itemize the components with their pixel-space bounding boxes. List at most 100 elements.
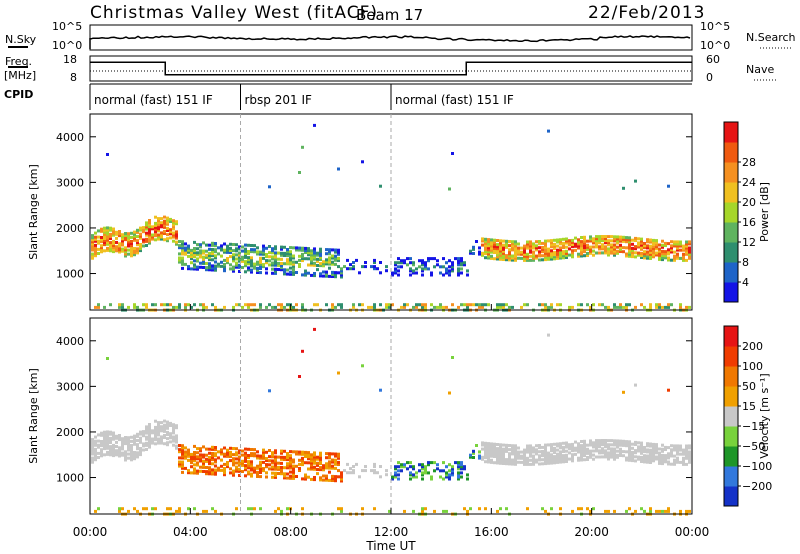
power-cell <box>169 217 172 221</box>
power-cell <box>550 243 553 247</box>
velocity-cell <box>331 466 334 470</box>
velocity-cell <box>613 441 616 445</box>
power-cell <box>397 257 400 261</box>
velocity-cell <box>286 458 289 462</box>
power-cell <box>337 252 340 256</box>
velocity-cell <box>409 465 412 469</box>
power-cell <box>325 248 328 252</box>
velocity-cell <box>610 449 613 453</box>
power-cell <box>439 271 442 275</box>
velocity-cell <box>94 439 97 443</box>
power-cell <box>616 241 619 245</box>
power-cell <box>244 303 247 307</box>
velocity-cell <box>670 450 673 454</box>
velocity-cell <box>496 459 499 463</box>
velocity-cell <box>574 440 577 444</box>
velocity-cell <box>331 464 334 468</box>
velocity-cell <box>313 327 316 331</box>
power-cell <box>136 228 139 232</box>
power-cell <box>478 305 481 309</box>
power-cell <box>394 269 397 273</box>
power-cell <box>379 271 382 275</box>
power-cell <box>205 243 208 247</box>
velocity-cell <box>484 452 487 455</box>
power-cell <box>91 248 94 252</box>
power-cell <box>145 225 148 229</box>
velocity-cell <box>199 447 202 451</box>
power-cell <box>307 249 310 253</box>
nsky-tick-bottom: 10^0 <box>52 39 82 52</box>
velocity-cell <box>124 452 127 456</box>
velocity-cell <box>571 457 574 461</box>
power-cell <box>202 249 205 253</box>
velocity-cell <box>136 453 139 457</box>
freq-frame <box>89 55 693 82</box>
velocity-cell <box>655 447 658 451</box>
power-cell <box>649 257 652 260</box>
power-cell <box>97 239 100 243</box>
freq-tick-top: 18 <box>63 53 77 66</box>
velocity-cell <box>178 507 181 511</box>
velocity-cell <box>181 450 184 454</box>
power-cell <box>607 253 610 257</box>
power-cell <box>322 262 325 266</box>
velocity-cell <box>430 477 433 481</box>
power-cell <box>106 232 109 236</box>
power-cell <box>313 123 316 127</box>
velocity-cell <box>118 446 121 450</box>
velocity-cell <box>250 474 253 478</box>
power-cell <box>268 259 271 263</box>
velocity-cell <box>565 453 568 457</box>
power-cell <box>373 261 376 264</box>
velocity-cell <box>478 507 481 511</box>
power-cell <box>484 243 487 247</box>
velocity-cell <box>115 449 118 453</box>
velocity-cell <box>112 443 115 447</box>
velocity-cell <box>628 458 631 462</box>
velocity-cell <box>259 475 262 479</box>
power-cell <box>193 255 196 259</box>
power-cell <box>136 239 139 243</box>
velocity-cell <box>115 453 118 457</box>
velocity-cell <box>109 453 112 457</box>
velocity-cell <box>607 451 610 455</box>
velocity-cell <box>499 507 502 511</box>
velocity-cell <box>328 466 331 470</box>
power-cell <box>178 252 181 256</box>
power-cell <box>154 232 157 236</box>
velocity-cell <box>433 469 436 473</box>
velocity-cell <box>106 438 109 442</box>
power-cell <box>526 242 529 246</box>
velocity-cell <box>544 449 547 453</box>
velocity-cell <box>628 446 631 450</box>
power-cell <box>547 253 550 257</box>
power-cell <box>508 248 511 252</box>
power-cell <box>148 227 151 231</box>
power-cell <box>409 267 412 271</box>
power-cell <box>250 258 253 262</box>
velocity-cell <box>94 435 97 439</box>
velocity-cell <box>547 461 550 465</box>
power-cell <box>307 247 310 251</box>
power-cell <box>247 250 250 253</box>
velocity-cell <box>610 453 613 457</box>
power-cell <box>232 259 235 263</box>
power-cell <box>493 238 496 242</box>
velocity-cell <box>406 467 409 471</box>
power-cell <box>109 247 112 251</box>
power-cell <box>115 236 118 240</box>
velocity-cell <box>469 453 472 457</box>
power-cell <box>604 239 607 243</box>
velocity-cell <box>649 509 652 513</box>
power-cell <box>682 252 685 256</box>
power-cell <box>400 305 403 309</box>
velocity-cell <box>289 470 292 474</box>
velocity-cell <box>304 455 307 458</box>
power-cell <box>145 237 148 241</box>
power-cell <box>97 241 100 245</box>
velocity-cell <box>157 429 160 433</box>
power-cell <box>613 237 616 241</box>
velocity-cell <box>526 450 529 454</box>
velocity-cell <box>184 456 187 460</box>
power-cell <box>223 242 226 246</box>
